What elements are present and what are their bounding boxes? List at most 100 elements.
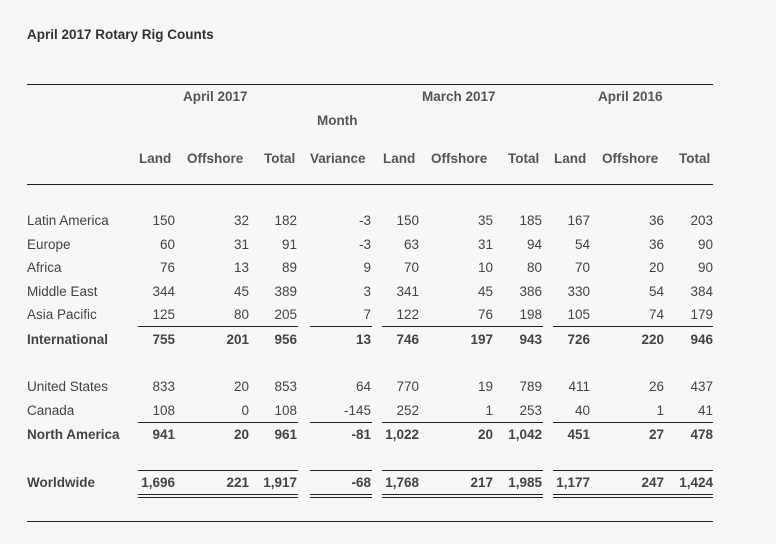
table-cell: 478 bbox=[690, 427, 713, 442]
table-cell: 150 bbox=[152, 213, 175, 228]
total-double-rule bbox=[138, 494, 298, 498]
table-cell: 54 bbox=[574, 237, 590, 252]
table-cell: 94 bbox=[526, 237, 542, 252]
table-cell: 411 bbox=[568, 379, 590, 394]
table-cell: 451 bbox=[567, 427, 590, 442]
table-cell: -145 bbox=[343, 403, 371, 418]
table-cell: 205 bbox=[274, 307, 297, 322]
table-cell: 125 bbox=[152, 307, 175, 322]
group-header-march-2017: March 2017 bbox=[422, 89, 496, 104]
table-cell: 0 bbox=[241, 403, 249, 418]
table-cell: 80 bbox=[526, 260, 542, 275]
column-header: Offshore bbox=[602, 151, 659, 166]
column-header: Total bbox=[679, 151, 711, 166]
table-cell: 60 bbox=[159, 237, 175, 252]
table-cell: 1 bbox=[656, 403, 664, 418]
table-cell: 217 bbox=[470, 475, 493, 490]
total-top-rule bbox=[553, 470, 713, 471]
table-cell: 35 bbox=[477, 213, 493, 228]
table-cell: 3 bbox=[363, 284, 371, 299]
row-label: North America bbox=[27, 427, 120, 442]
table-cell: 63 bbox=[403, 237, 419, 252]
table-cell: 253 bbox=[519, 403, 542, 418]
table-cell: 150 bbox=[396, 213, 419, 228]
table-cell: 946 bbox=[690, 332, 713, 347]
table-cell: 789 bbox=[519, 379, 542, 394]
subtotal-rule bbox=[553, 326, 713, 327]
subtotal-rule bbox=[382, 326, 543, 327]
table-cell: 36 bbox=[648, 213, 664, 228]
table-cell: -81 bbox=[351, 427, 371, 442]
table-cell: 770 bbox=[396, 379, 419, 394]
row-label: Latin America bbox=[27, 213, 109, 228]
table-cell: 1,768 bbox=[385, 475, 419, 490]
table-cell: 108 bbox=[274, 403, 297, 418]
table-cell: 74 bbox=[648, 307, 664, 322]
subtotal-rule bbox=[310, 326, 372, 327]
table-cell: 91 bbox=[281, 237, 297, 252]
total-top-rule bbox=[382, 470, 543, 471]
table-cell: 26 bbox=[648, 379, 664, 394]
row-label: Europe bbox=[27, 237, 71, 252]
table-cell: 167 bbox=[567, 213, 590, 228]
table-cell: 19 bbox=[477, 379, 493, 394]
table-cell: 54 bbox=[648, 284, 664, 299]
table-cell: 252 bbox=[396, 403, 419, 418]
table-cell: 31 bbox=[233, 237, 249, 252]
subtotal-rule bbox=[310, 422, 372, 423]
table-cell: 247 bbox=[641, 475, 664, 490]
table-cell: 437 bbox=[690, 379, 713, 394]
table-cell: 9 bbox=[363, 260, 371, 275]
column-header: Offshore bbox=[431, 151, 488, 166]
table-cell: 36 bbox=[648, 237, 664, 252]
table-cell: -3 bbox=[358, 237, 371, 252]
table-cell: 70 bbox=[403, 260, 419, 275]
table-cell: 386 bbox=[519, 284, 542, 299]
table-cell: 70 bbox=[574, 260, 590, 275]
table-cell: 220 bbox=[641, 332, 664, 347]
table-cell: 726 bbox=[567, 332, 590, 347]
table-cell: 961 bbox=[274, 427, 297, 442]
column-header: Land bbox=[139, 151, 172, 166]
table-cell: 201 bbox=[226, 332, 249, 347]
table-cell: 105 bbox=[567, 307, 590, 322]
month-header: Month bbox=[317, 113, 358, 128]
row-label: Middle East bbox=[27, 284, 98, 299]
table-cell: 64 bbox=[355, 379, 371, 394]
column-header: Variance bbox=[310, 151, 366, 166]
table-cell: 80 bbox=[233, 307, 249, 322]
table-cell: 76 bbox=[477, 307, 493, 322]
row-label: International bbox=[27, 332, 109, 347]
table-cell: 746 bbox=[396, 332, 419, 347]
table-cell: 41 bbox=[697, 403, 713, 418]
row-label: Africa bbox=[27, 260, 62, 275]
table-cell: 31 bbox=[477, 237, 493, 252]
column-header: Land bbox=[383, 151, 416, 166]
table-cell: 90 bbox=[697, 260, 713, 275]
table-cell: 1,917 bbox=[263, 475, 297, 490]
table-cell: 755 bbox=[152, 332, 175, 347]
total-double-rule bbox=[382, 494, 543, 498]
table-cell: 27 bbox=[648, 427, 664, 442]
row-label: United States bbox=[27, 379, 109, 394]
table-cell: 389 bbox=[274, 284, 297, 299]
table-cell: 221 bbox=[226, 475, 249, 490]
total-top-rule bbox=[310, 470, 372, 471]
table-cell: 122 bbox=[396, 307, 419, 322]
group-header-april-2016: April 2016 bbox=[598, 89, 663, 104]
table-cell: 1,042 bbox=[508, 427, 542, 442]
table-cell: 1,424 bbox=[679, 475, 713, 490]
table-cell: 179 bbox=[690, 307, 713, 322]
table-cell: 45 bbox=[233, 284, 249, 299]
table-cell: 20 bbox=[477, 427, 493, 442]
row-label: Worldwide bbox=[27, 475, 96, 490]
table-cell: 20 bbox=[233, 379, 249, 394]
table-cell: 1,985 bbox=[508, 475, 542, 490]
table-cell: 203 bbox=[690, 213, 713, 228]
table-cell: 1,022 bbox=[385, 427, 419, 442]
table-cell: 943 bbox=[519, 332, 542, 347]
total-top-rule bbox=[138, 470, 298, 471]
table-cell: 185 bbox=[519, 213, 542, 228]
subtotal-rule bbox=[138, 422, 298, 423]
table-cell: 45 bbox=[477, 284, 493, 299]
